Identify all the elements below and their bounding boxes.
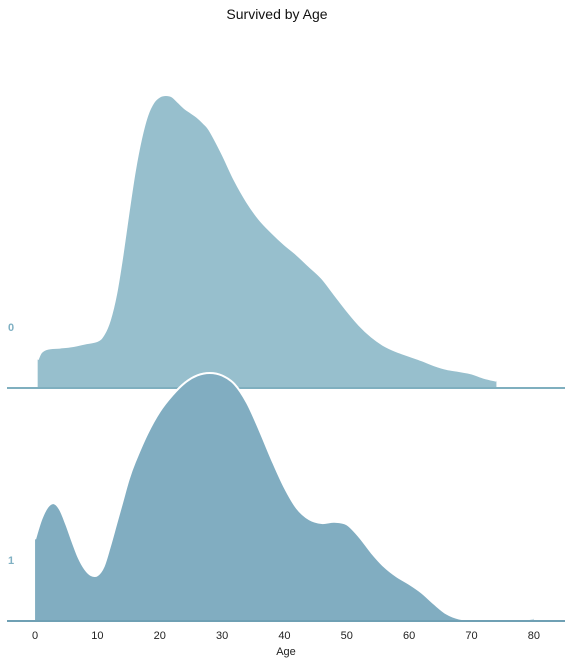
x-tick-label: 70 <box>465 630 477 642</box>
x-tick-label: 60 <box>403 630 415 642</box>
row-label-0: 0 <box>8 322 14 334</box>
x-tick-label: 10 <box>91 630 103 642</box>
row-label-1: 1 <box>8 555 14 567</box>
ridge-0: 0 <box>7 93 565 389</box>
x-tick-label: 20 <box>154 630 166 642</box>
x-tick-label: 30 <box>216 630 228 642</box>
x-tick-label: 80 <box>528 630 540 642</box>
density-area-0 <box>37 95 497 388</box>
x-tick-label: 50 <box>341 630 353 642</box>
ridges-group: 01 <box>7 93 565 622</box>
ridge-1: 1 <box>7 371 565 622</box>
density-outline-1 <box>34 371 534 621</box>
x-axis-ticks: 0 10 20 30 40 50 60 70 80 <box>32 630 540 642</box>
x-tick-label: 40 <box>278 630 290 642</box>
density-outline-0 <box>36 93 497 382</box>
x-tick-label: 0 <box>32 630 38 642</box>
chart-title: Survived by Age <box>226 6 327 22</box>
density-area-1 <box>35 373 534 621</box>
x-axis-label: Age <box>276 646 296 658</box>
